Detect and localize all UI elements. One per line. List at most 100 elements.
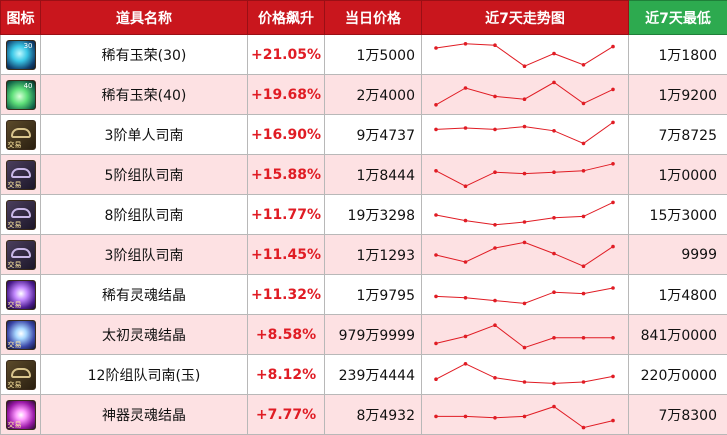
trend-point: [434, 213, 438, 217]
trend-line: [436, 325, 613, 347]
trend-point: [464, 414, 468, 418]
icon-trade-tag: 交易: [8, 221, 22, 229]
week-min-price: 15万3000: [629, 195, 727, 235]
trend-cell: [422, 195, 629, 235]
header-trend[interactable]: 近7天走势图: [422, 1, 629, 35]
trend-point: [493, 94, 497, 98]
week-min-price: 7万8725: [629, 115, 727, 155]
trend-point: [493, 246, 497, 250]
gear-icon[interactable]: 交易: [6, 200, 36, 230]
trend-line: [436, 82, 613, 104]
today-price: 239万4444: [325, 355, 422, 395]
price-change: +8.58%: [248, 315, 325, 355]
trend-cell: [422, 395, 629, 435]
week-min-price: 1万4800: [629, 275, 727, 315]
today-price: 979万9999: [325, 315, 422, 355]
price-change: +11.45%: [248, 235, 325, 275]
price-change: +19.68%: [248, 75, 325, 115]
trend-sparkline: [422, 276, 627, 314]
header-change[interactable]: 价格飙升: [248, 1, 325, 35]
compass-shape: [11, 128, 31, 138]
trend-sparkline: [422, 76, 627, 114]
trend-point: [611, 162, 615, 166]
trend-point: [582, 264, 586, 268]
trend-sparkline: [422, 156, 627, 194]
item-name: 稀有玉荣(30): [41, 35, 248, 75]
gear-icon[interactable]: 交易: [6, 120, 36, 150]
trend-point: [464, 296, 468, 300]
trend-sparkline: [422, 196, 627, 234]
today-price: 1万9795: [325, 275, 422, 315]
trend-point: [523, 124, 527, 128]
header-icon[interactable]: 图标: [1, 1, 41, 35]
trend-point: [552, 216, 556, 220]
gear-icon[interactable]: 交易: [6, 360, 36, 390]
trend-point: [493, 127, 497, 131]
item-name: 稀有玉荣(40): [41, 75, 248, 115]
item-name: 3阶组队司南: [41, 235, 248, 275]
item-icon-cell: 交易: [1, 155, 41, 195]
trend-point: [611, 286, 615, 290]
trend-point: [434, 253, 438, 257]
crystal-icon[interactable]: 40: [6, 80, 36, 110]
week-min-price: 9999: [629, 235, 727, 275]
trend-point: [611, 244, 615, 248]
trend-point: [493, 43, 497, 47]
week-min-price: 7万8300: [629, 395, 727, 435]
trend-point: [523, 64, 527, 68]
trend-point: [434, 103, 438, 107]
table-row[interactable]: 交易 3阶组队司南+11.45%1万1293 9999: [1, 235, 727, 275]
soul-icon[interactable]: 交易: [6, 280, 36, 310]
icon-trade-tag: 交易: [8, 381, 22, 389]
soul-icon[interactable]: 交易: [6, 320, 36, 350]
week-min-price: 1万1800: [629, 35, 727, 75]
item-icon-cell: 交易: [1, 235, 41, 275]
trend-point: [464, 362, 468, 366]
header-min[interactable]: 近7天最低: [629, 1, 727, 35]
item-icon-cell: 交易: [1, 355, 41, 395]
trend-point: [523, 220, 527, 224]
gear-icon[interactable]: 交易: [6, 240, 36, 270]
header-price[interactable]: 当日价格: [325, 1, 422, 35]
trend-point: [493, 323, 497, 327]
trend-point: [434, 414, 438, 418]
item-name: 3阶单人司南: [41, 115, 248, 155]
table-header: 图标 道具名称 价格飙升 当日价格 近7天走势图 近7天最低: [1, 1, 727, 35]
trend-point: [611, 87, 615, 91]
trend-point: [493, 416, 497, 420]
header-name[interactable]: 道具名称: [41, 1, 248, 35]
soul-icon[interactable]: 交易: [6, 400, 36, 430]
item-name: 神器灵魂结晶: [41, 395, 248, 435]
icon-trade-tag: 交易: [8, 261, 22, 269]
trend-point: [434, 127, 438, 131]
today-price: 19万3298: [325, 195, 422, 235]
trend-point: [611, 120, 615, 124]
trend-sparkline: [422, 316, 627, 354]
today-price: 2万4000: [325, 75, 422, 115]
item-name: 12阶组队司南(玉): [41, 355, 248, 395]
price-change: +15.88%: [248, 155, 325, 195]
trend-point: [464, 42, 468, 46]
item-icon-cell: 30: [1, 35, 41, 75]
gear-icon[interactable]: 交易: [6, 160, 36, 190]
trend-point: [552, 129, 556, 133]
trend-point: [434, 169, 438, 173]
price-change: +11.77%: [248, 195, 325, 235]
trend-point: [493, 376, 497, 380]
trend-line: [436, 242, 613, 266]
item-icon-cell: 40: [1, 75, 41, 115]
crystal-icon[interactable]: 30: [6, 40, 36, 70]
today-price: 1万1293: [325, 235, 422, 275]
trend-cell: [422, 275, 629, 315]
trend-point: [493, 170, 497, 174]
